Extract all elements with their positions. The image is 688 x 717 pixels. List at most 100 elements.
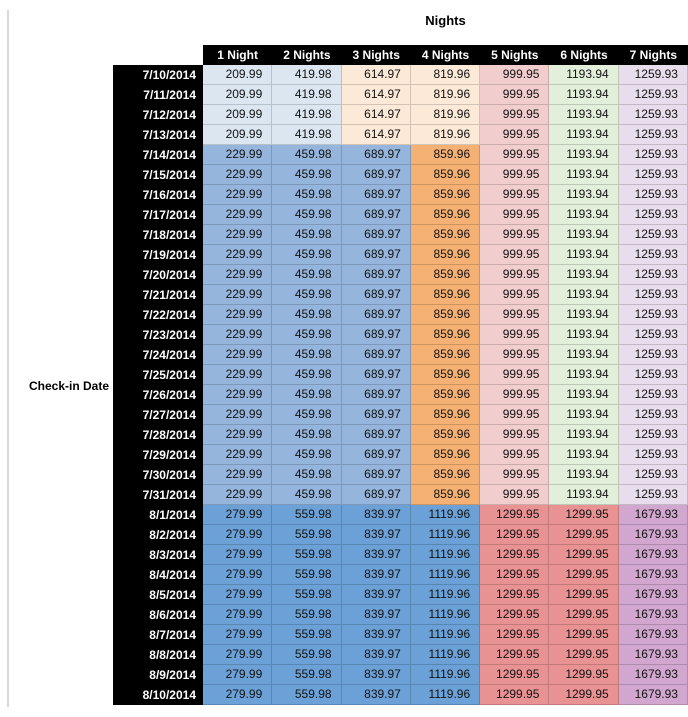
price-cell[interactable]: 999.95 <box>480 345 550 365</box>
price-cell[interactable]: 459.98 <box>272 225 342 245</box>
price-cell[interactable]: 279.99 <box>203 625 273 645</box>
price-cell[interactable]: 839.97 <box>341 605 411 625</box>
row-header-date[interactable]: 7/16/2014 <box>113 185 203 205</box>
price-cell[interactable]: 999.95 <box>480 65 550 85</box>
row-header-date[interactable]: 7/29/2014 <box>113 445 203 465</box>
price-cell[interactable]: 559.98 <box>272 545 342 565</box>
column-header[interactable]: 1 Night <box>203 45 273 65</box>
price-cell[interactable]: 459.98 <box>272 425 342 445</box>
row-header-date[interactable]: 7/20/2014 <box>113 265 203 285</box>
column-header[interactable]: 3 Nights <box>341 45 411 65</box>
row-header-date[interactable]: 7/21/2014 <box>113 285 203 305</box>
price-cell[interactable]: 229.99 <box>203 225 273 245</box>
price-cell[interactable]: 859.96 <box>410 185 481 205</box>
price-cell[interactable]: 1679.93 <box>618 665 688 685</box>
price-cell[interactable]: 689.97 <box>341 365 411 385</box>
price-cell[interactable]: 229.99 <box>203 385 273 405</box>
row-header-date[interactable]: 7/23/2014 <box>113 325 203 345</box>
price-cell[interactable]: 209.99 <box>203 125 273 145</box>
price-cell[interactable]: 1259.93 <box>618 205 688 225</box>
price-cell[interactable]: 999.95 <box>480 425 550 445</box>
price-cell[interactable]: 1259.93 <box>618 405 688 425</box>
price-cell[interactable]: 1299.95 <box>480 525 550 545</box>
row-header-date[interactable]: 7/26/2014 <box>113 385 203 405</box>
price-cell[interactable]: 559.98 <box>272 525 342 545</box>
price-cell[interactable]: 1259.93 <box>618 325 688 345</box>
price-cell[interactable]: 459.98 <box>272 325 342 345</box>
price-cell[interactable]: 1299.95 <box>549 565 619 585</box>
price-cell[interactable]: 839.97 <box>341 645 411 665</box>
price-cell[interactable]: 1679.93 <box>618 645 688 665</box>
price-cell[interactable]: 459.98 <box>272 385 342 405</box>
price-cell[interactable]: 839.97 <box>341 545 411 565</box>
price-cell[interactable]: 1193.94 <box>549 65 619 85</box>
price-cell[interactable]: 459.98 <box>272 245 342 265</box>
row-header-date[interactable]: 8/6/2014 <box>113 605 203 625</box>
column-header[interactable]: 5 Nights <box>480 45 550 65</box>
price-cell[interactable]: 1259.93 <box>618 65 688 85</box>
price-cell[interactable]: 839.97 <box>341 625 411 645</box>
price-cell[interactable]: 459.98 <box>272 185 342 205</box>
price-cell[interactable]: 1193.94 <box>549 345 619 365</box>
row-header-date[interactable]: 7/31/2014 <box>113 485 203 505</box>
price-cell[interactable]: 859.96 <box>410 285 481 305</box>
price-cell[interactable]: 229.99 <box>203 185 273 205</box>
row-header-date[interactable]: 7/11/2014 <box>113 85 203 105</box>
price-cell[interactable]: 689.97 <box>341 385 411 405</box>
price-cell[interactable]: 1259.93 <box>618 245 688 265</box>
price-cell[interactable]: 999.95 <box>480 305 550 325</box>
price-cell[interactable]: 689.97 <box>341 265 411 285</box>
price-cell[interactable]: 689.97 <box>341 245 411 265</box>
row-header-date[interactable]: 7/10/2014 <box>113 65 203 85</box>
price-cell[interactable]: 279.99 <box>203 545 273 565</box>
price-cell[interactable]: 1119.96 <box>410 685 481 705</box>
row-header-date[interactable]: 7/18/2014 <box>113 225 203 245</box>
price-cell[interactable]: 859.96 <box>410 425 481 445</box>
price-cell[interactable]: 859.96 <box>410 485 481 505</box>
price-cell[interactable]: 689.97 <box>341 405 411 425</box>
price-cell[interactable]: 279.99 <box>203 665 273 685</box>
price-cell[interactable]: 614.97 <box>341 125 411 145</box>
row-header-date[interactable]: 8/4/2014 <box>113 565 203 585</box>
price-cell[interactable]: 859.96 <box>410 165 481 185</box>
price-cell[interactable]: 419.98 <box>272 85 342 105</box>
price-cell[interactable]: 229.99 <box>203 305 273 325</box>
row-header-date[interactable]: 8/1/2014 <box>113 505 203 525</box>
price-cell[interactable]: 1193.94 <box>549 245 619 265</box>
price-cell[interactable]: 1193.94 <box>549 205 619 225</box>
price-cell[interactable]: 1193.94 <box>549 225 619 245</box>
price-cell[interactable]: 1119.96 <box>410 565 481 585</box>
price-cell[interactable]: 689.97 <box>341 445 411 465</box>
price-cell[interactable]: 559.98 <box>272 665 342 685</box>
price-cell[interactable]: 1119.96 <box>410 545 481 565</box>
price-cell[interactable]: 1299.95 <box>549 525 619 545</box>
price-cell[interactable]: 459.98 <box>272 145 342 165</box>
row-header-date[interactable]: 7/15/2014 <box>113 165 203 185</box>
price-cell[interactable]: 999.95 <box>480 485 550 505</box>
row-header-date[interactable]: 8/3/2014 <box>113 545 203 565</box>
price-cell[interactable]: 1259.93 <box>618 485 688 505</box>
price-cell[interactable]: 1259.93 <box>618 305 688 325</box>
price-cell[interactable]: 559.98 <box>272 605 342 625</box>
price-cell[interactable]: 559.98 <box>272 585 342 605</box>
price-cell[interactable]: 689.97 <box>341 185 411 205</box>
price-cell[interactable]: 839.97 <box>341 565 411 585</box>
price-cell[interactable]: 1259.93 <box>618 365 688 385</box>
price-cell[interactable]: 1679.93 <box>618 605 688 625</box>
price-cell[interactable]: 859.96 <box>410 405 481 425</box>
row-header-date[interactable]: 7/27/2014 <box>113 405 203 425</box>
price-cell[interactable]: 229.99 <box>203 285 273 305</box>
price-cell[interactable]: 1679.93 <box>618 685 688 705</box>
price-cell[interactable]: 559.98 <box>272 645 342 665</box>
price-cell[interactable]: 279.99 <box>203 505 273 525</box>
price-cell[interactable]: 1259.93 <box>618 85 688 105</box>
price-cell[interactable]: 819.96 <box>410 105 481 125</box>
price-cell[interactable]: 1119.96 <box>410 665 481 685</box>
price-cell[interactable]: 859.96 <box>410 465 481 485</box>
price-cell[interactable]: 229.99 <box>203 365 273 385</box>
price-cell[interactable]: 459.98 <box>272 165 342 185</box>
price-cell[interactable]: 1193.94 <box>549 445 619 465</box>
price-cell[interactable]: 689.97 <box>341 165 411 185</box>
price-cell[interactable]: 1193.94 <box>549 105 619 125</box>
price-cell[interactable]: 1193.94 <box>549 145 619 165</box>
